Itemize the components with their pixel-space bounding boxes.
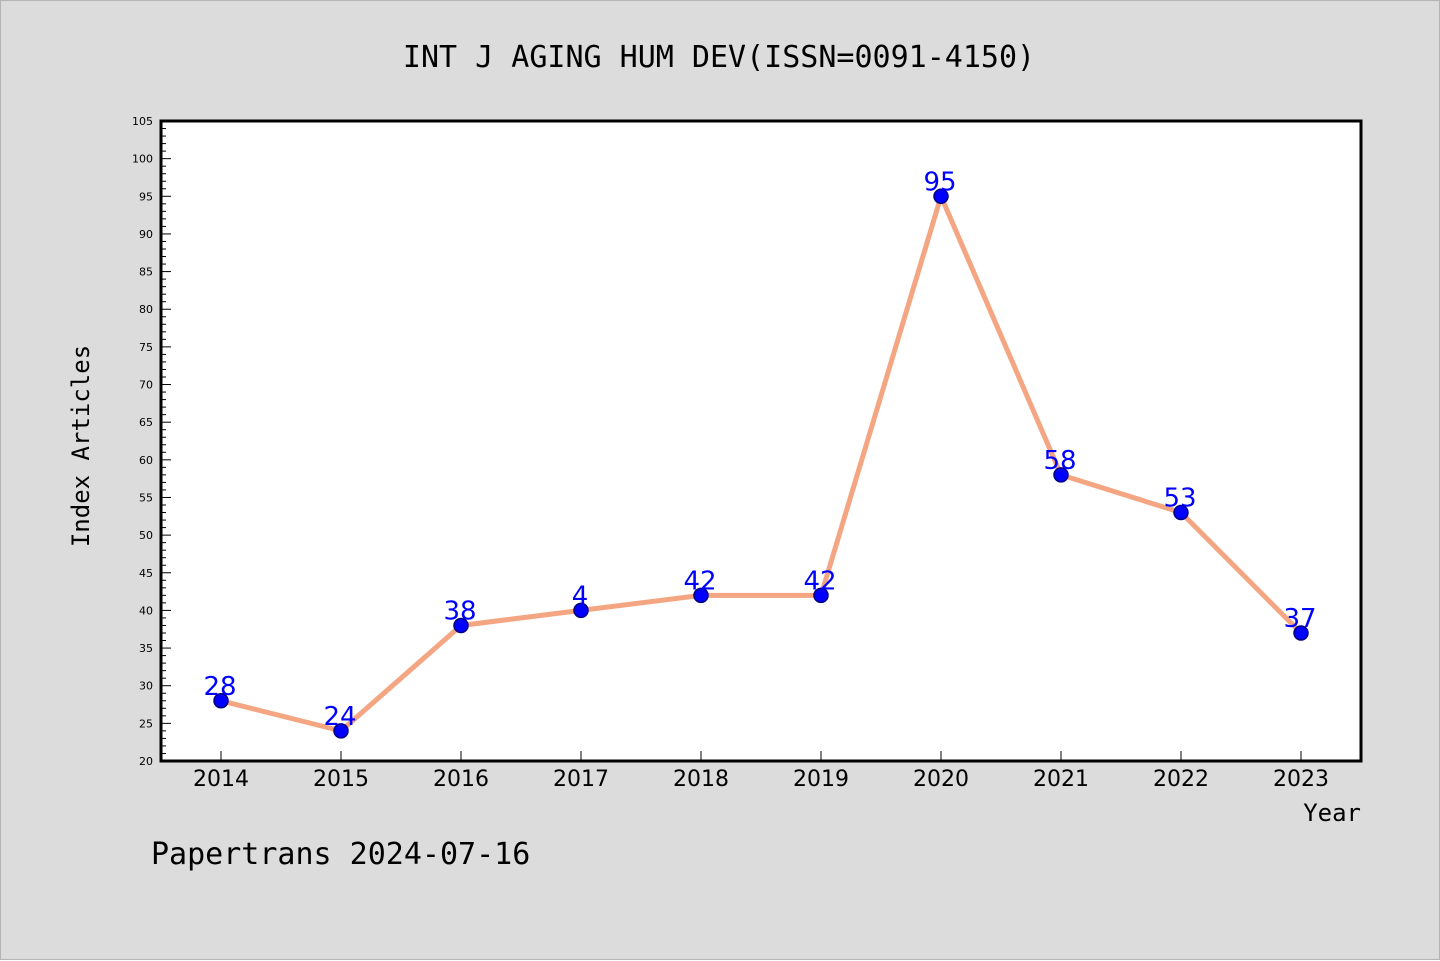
y-tick-label: 45: [139, 567, 153, 580]
y-tick-label: 85: [139, 266, 153, 279]
data-label: 28: [203, 672, 236, 702]
y-tick-label: 65: [139, 416, 153, 429]
y-tick-label: 20: [139, 755, 153, 768]
footer-credit: Papertrans 2024-07-16: [151, 837, 530, 872]
plot-area: [159, 119, 1363, 763]
data-label: 95: [923, 167, 956, 197]
data-point: [213, 693, 229, 709]
data-label: 42: [683, 566, 716, 596]
data-label: 38: [443, 596, 476, 626]
data-label: 37: [1283, 604, 1316, 634]
data-point: [693, 587, 709, 604]
data-point: [933, 188, 949, 205]
data-label: 53: [1163, 484, 1196, 514]
data-point: [1293, 625, 1309, 641]
chart-title: INT J AGING HUM DEV(ISSN=0091-4150): [403, 40, 1035, 75]
y-axis: 20 25 30 35 40 45 50 55 60 65 70 75 80 85 90 95 100 105: [132, 115, 171, 768]
data-point: [813, 587, 829, 604]
y-tick-label: 50: [139, 529, 153, 542]
data-labels: 28 24 38 4 42 42 95 58 53 37: [203, 167, 1316, 732]
x-tick-label: 2020: [913, 767, 969, 792]
series-markers: [213, 188, 1309, 739]
y-tick-label: 25: [139, 717, 153, 730]
y-tick-label: 75: [139, 341, 153, 354]
y-tick-label: 80: [139, 303, 153, 316]
y-tick-label: 90: [139, 228, 153, 241]
x-tick-label: 2014: [193, 767, 249, 792]
x-axis: 2014 2015 2016 2017 2018 2019 2020 2021 2022 2023: [193, 751, 1329, 792]
y-tick-label: 40: [139, 604, 153, 617]
x-tick-label: 2019: [793, 767, 849, 792]
data-point: [453, 617, 469, 634]
y-tick-label: 100: [132, 153, 153, 166]
series-polyline: [218, 193, 1304, 734]
data-label: 4: [572, 581, 589, 611]
x-tick-label: 2023: [1273, 767, 1329, 792]
y-tick-label: 60: [139, 454, 153, 467]
x-tick-label: 2018: [673, 767, 729, 792]
y-tick-label: 95: [139, 190, 153, 203]
y-tick-label: 55: [139, 491, 153, 504]
x-tick-label: 2017: [553, 767, 609, 792]
data-point: [1173, 504, 1189, 521]
data-label: 58: [1043, 446, 1076, 476]
data-label: 42: [803, 566, 836, 596]
y-tick-label: 35: [139, 642, 153, 655]
series-line: [218, 193, 1304, 734]
x-tick-label: 2016: [433, 767, 489, 792]
x-tick-label: 2015: [313, 767, 369, 792]
x-axis-title: Year: [1303, 799, 1361, 827]
data-point: [573, 602, 589, 619]
x-tick-label: 2022: [1153, 767, 1209, 792]
data-label: 24: [323, 702, 356, 732]
y-tick-label: 30: [139, 680, 153, 693]
y-axis-title: Index Articles: [67, 345, 95, 547]
y-tick-label: 105: [132, 115, 153, 128]
x-tick-label: 2021: [1033, 767, 1089, 792]
data-point: [333, 723, 349, 739]
data-point: [1053, 467, 1069, 483]
y-tick-label: 70: [139, 379, 153, 392]
